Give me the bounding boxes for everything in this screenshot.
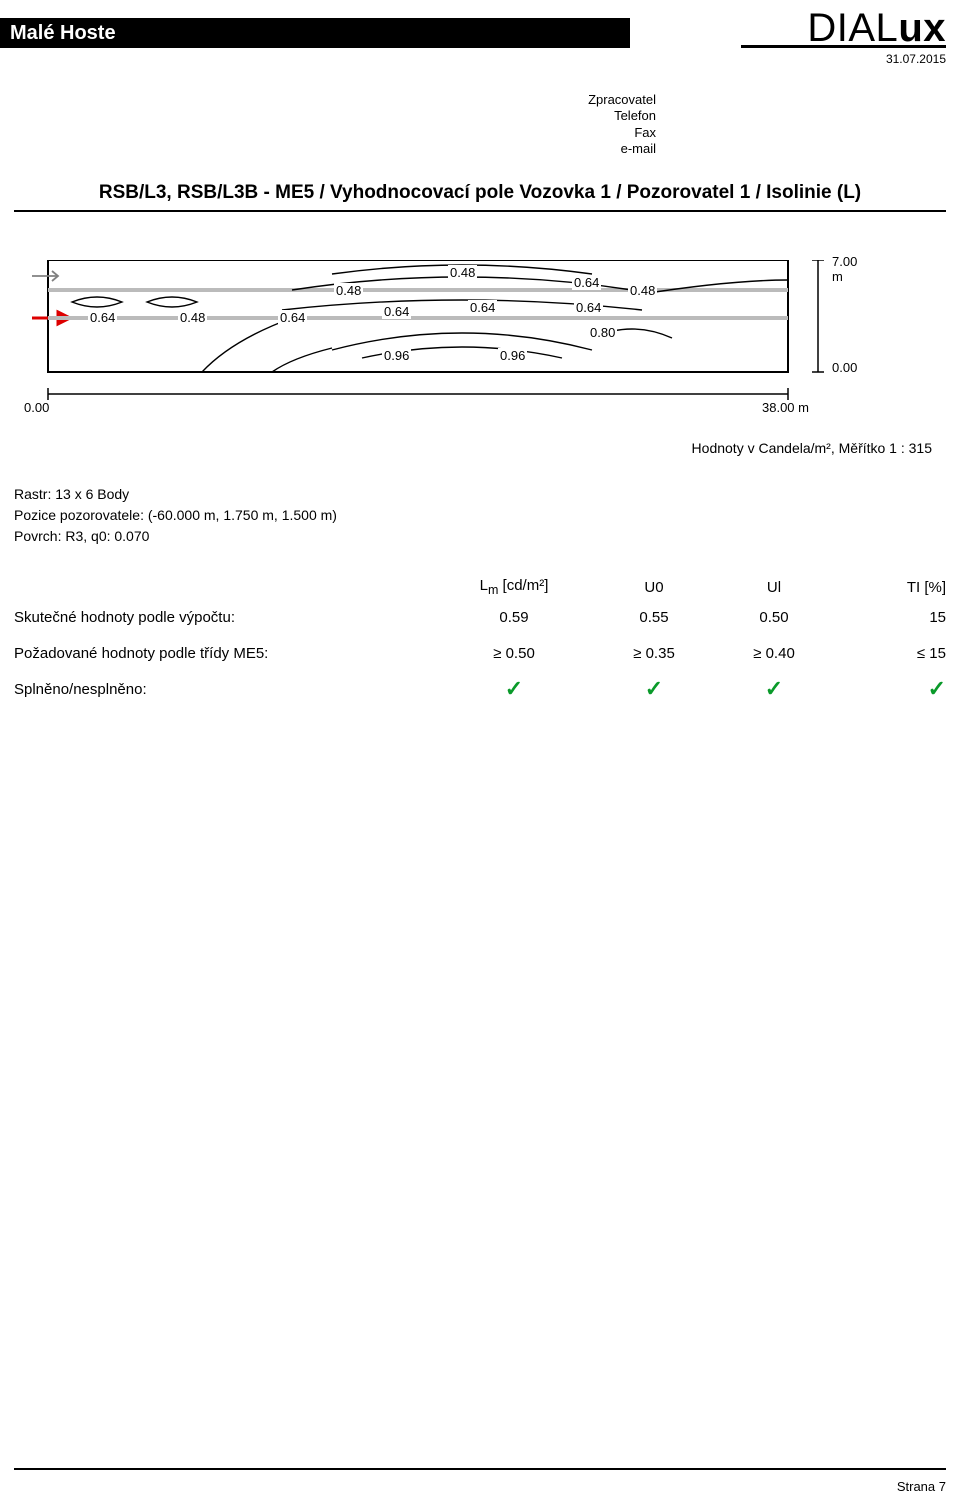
report-date: 31.07.2015 (741, 52, 946, 66)
iso-val-n: 0.48 (628, 283, 657, 298)
check-icon-u0: ✓ (594, 676, 714, 702)
iso-val-h: 0.48 (448, 265, 477, 280)
table-row-pass: Splněno/nesplněno: ✓ ✓ ✓ ✓ (14, 674, 946, 704)
title-rule (14, 210, 946, 212)
iso-val-a: 0.64 (88, 310, 117, 325)
result-table: Lm [cd/m²] U0 Ul TI [%] Skutečné hodnoty… (14, 572, 946, 704)
row1-c4: 0.50 (714, 609, 834, 626)
project-title: Malé Hoste (10, 22, 116, 45)
meta-fax: Fax (300, 125, 660, 141)
meta-zpracovatel: Zpracovatel (300, 92, 660, 108)
hdr-u0: U0 (594, 579, 714, 596)
iso-val-k: 0.64 (572, 275, 601, 290)
section-title: RSB/L3, RSB/L3B - ME5 / Vyhodnocovací po… (14, 182, 946, 204)
iso-val-e: 0.64 (382, 304, 411, 319)
row1-c3: 0.55 (594, 609, 714, 626)
meta-telefon: Telefon (300, 108, 660, 124)
hdr-lm-unit: [cd/m²] (498, 577, 548, 594)
iso-val-d: 0.48 (334, 283, 363, 298)
y-axis-bottom: 0.00 (832, 360, 857, 375)
body-text: Rastr: 13 x 6 Body Pozice pozorovatele: … (14, 484, 337, 547)
x-axis-start: 0.00 (24, 400, 49, 415)
body-surface: Povrch: R3, q0: 0.070 (14, 526, 337, 547)
logo-block: DIALux 31.07.2015 (741, 6, 946, 66)
hdr-ul: Ul (714, 579, 834, 596)
y-axis-top: 7.00 m (832, 254, 857, 284)
meta-block: Zpracovatel Telefon Fax e-mail (0, 92, 960, 157)
hdr-lm-sub: m (488, 583, 498, 597)
check-icon-ul: ✓ (714, 676, 834, 702)
meta-email: e-mail (300, 141, 660, 157)
header-bar: Malé Hoste (0, 18, 630, 48)
row2-c2: ≥ 0.50 (434, 645, 594, 662)
hdr-ti: TI [%] (834, 579, 946, 596)
logo-light: DIAL (807, 6, 898, 50)
x-axis-end: 38.00 m (762, 400, 809, 415)
iso-val-i: 0.64 (574, 300, 603, 315)
table-header-row: Lm [cd/m²] U0 Ul TI [%] (14, 572, 946, 602)
footer-page: Strana 7 (897, 1479, 946, 1494)
logo-bold: ux (898, 6, 946, 50)
row3-label: Splněno/nesplněno: (14, 681, 434, 698)
iso-val-f: 0.64 (468, 300, 497, 315)
row1-label: Skutečné hodnoty podle výpočtu: (14, 609, 434, 626)
iso-val-c: 0.64 (278, 310, 307, 325)
row1-c2: 0.59 (434, 609, 594, 626)
diagram-caption: Hodnoty v Candela/m², Měřítko 1 : 315 (692, 440, 932, 456)
body-raster: Rastr: 13 x 6 Body (14, 484, 337, 505)
hdr-lm-L: L (480, 577, 488, 594)
row2-c3: ≥ 0.35 (594, 645, 714, 662)
check-icon-ti: ✓ (834, 676, 946, 702)
row2-label: Požadované hodnoty podle třídy ME5: (14, 645, 434, 662)
footer-rule (14, 1468, 946, 1470)
row1-c5: 15 (834, 609, 946, 626)
isoline-diagram: 0.64 0.48 0.64 0.48 0.64 0.96 0.48 0.64 … (32, 260, 814, 378)
iso-val-b: 0.48 (178, 310, 207, 325)
iso-val-g: 0.96 (382, 348, 411, 363)
iso-val-j: 0.96 (498, 348, 527, 363)
body-observer: Pozice pozorovatele: (-60.000 m, 1.750 m… (14, 505, 337, 526)
table-row-required: Požadované hodnoty podle třídy ME5: ≥ 0.… (14, 638, 946, 668)
diagram-svg (32, 260, 827, 420)
row2-c4: ≥ 0.40 (714, 645, 834, 662)
row2-c5: ≤ 15 (834, 645, 946, 662)
check-icon-lm: ✓ (434, 676, 594, 702)
iso-val-m: 0.80 (588, 325, 617, 340)
hdr-lm: Lm [cd/m²] (434, 577, 594, 597)
table-row-actual: Skutečné hodnoty podle výpočtu: 0.59 0.5… (14, 602, 946, 632)
